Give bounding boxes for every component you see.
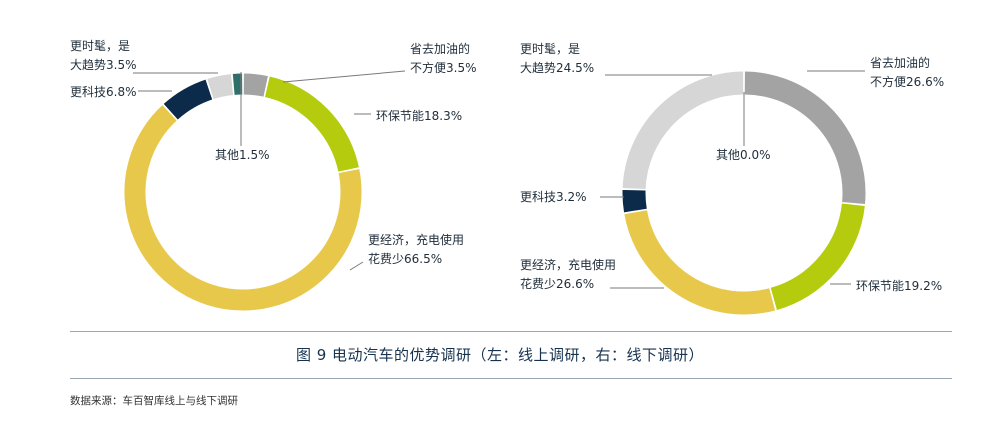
donut-slice-1 [264, 76, 359, 172]
donut-slice-2 [124, 105, 362, 311]
slice-label-0: 省去加油的不方便26.6% [870, 55, 944, 89]
slice-label-3: 更科技6.8% [70, 85, 137, 99]
donut-slice-0 [744, 71, 866, 205]
donut-chart-online: 省去加油的不方便3.5% 环保节能18.3% 更经济，充电使用花费少66.5% 更科技… [70, 39, 477, 311]
slice-label-4: 更时髦，是大趋势24.5% [520, 42, 594, 75]
leader-line-2 [349, 261, 364, 271]
slice-label-5: 其他1.5% [215, 148, 270, 162]
donut-charts: 省去加油的不方便3.5% 环保节能18.3% 更经济，充电使用花费少66.5% 更科技… [70, 39, 944, 315]
slice-label-1: 环保节能19.2% [856, 279, 942, 293]
slice-label-5: 其他0.0% [716, 148, 771, 162]
donut-slice-3 [622, 189, 647, 213]
data-source-note: 数据来源：车百智库线上与线下调研 [70, 395, 238, 407]
figure-caption: 图 9 电动汽车的优势调研（左：线上调研，右：线下调研） [295, 346, 705, 364]
caption-bottom-divider [70, 378, 952, 379]
donut-slice-2 [624, 209, 776, 315]
slice-label-0: 省去加油的不方便3.5% [410, 41, 477, 75]
slice-label-4: 更时髦，是大趋势3.5% [70, 39, 137, 72]
donut-slice-3 [163, 79, 213, 120]
donut-slice-4 [207, 74, 234, 100]
slice-label-2: 更经济，充电使用花费少26.6% [520, 257, 616, 291]
donut-chart-offline: 省去加油的不方便26.6% 环保节能19.2% 更经济，充电使用花费少26.6% 更科… [520, 42, 944, 315]
leader-line-0 [282, 70, 406, 83]
caption-top-divider [70, 331, 952, 332]
donut-slice-1 [770, 203, 865, 310]
slice-label-2: 更经济，充电使用花费少66.5% [368, 232, 464, 266]
donut-slice-4 [622, 71, 744, 190]
slice-label-1: 环保节能18.3% [376, 109, 462, 123]
slice-label-3: 更科技3.2% [520, 190, 587, 204]
donut-slice-0 [243, 73, 268, 97]
